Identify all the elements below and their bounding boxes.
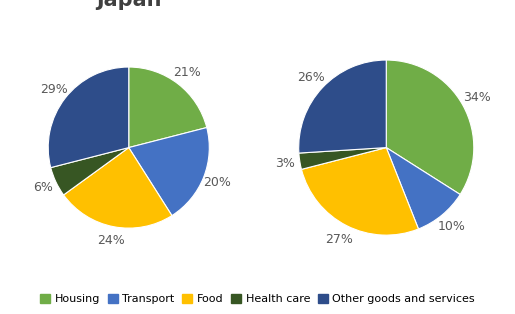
Wedge shape [299,148,386,169]
Wedge shape [63,148,172,228]
Wedge shape [386,60,474,194]
Text: 34%: 34% [462,91,490,105]
Text: 6%: 6% [33,181,53,194]
Text: 29%: 29% [40,83,68,96]
Text: 26%: 26% [297,71,325,84]
Text: 24%: 24% [97,234,125,247]
Text: 27%: 27% [325,233,353,246]
Text: 21%: 21% [173,66,201,79]
Legend: Housing, Transport, Food, Health care, Other goods and services: Housing, Transport, Food, Health care, O… [36,289,479,308]
Wedge shape [301,148,419,235]
Text: 20%: 20% [203,176,231,189]
Text: 10%: 10% [438,220,466,233]
Wedge shape [299,60,386,153]
Title: Japan: Japan [96,0,162,10]
Wedge shape [386,148,460,229]
Wedge shape [48,67,129,168]
Wedge shape [129,67,207,148]
Wedge shape [129,127,209,216]
Wedge shape [51,148,129,195]
Text: 3%: 3% [274,157,295,170]
